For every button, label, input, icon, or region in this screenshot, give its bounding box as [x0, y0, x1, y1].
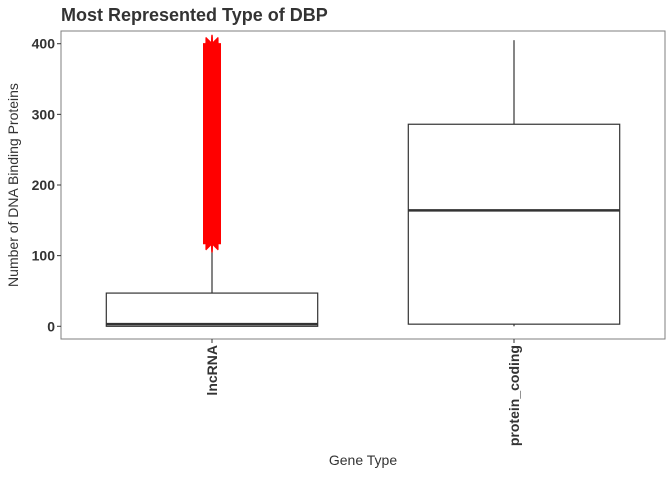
box-lncRNA — [105, 34, 319, 327]
y-axis-title: Number of DNA Binding Proteins — [5, 83, 21, 287]
y-tick-label: 200 — [32, 177, 56, 193]
y-tick-label: 300 — [32, 106, 56, 122]
y-tick-label: 400 — [32, 36, 56, 52]
y-tick-label: 100 — [32, 248, 56, 264]
y-axis: 0 100 200 300 400 — [32, 36, 61, 334]
x-tick-label: lncRNA — [204, 345, 220, 396]
iqr-box — [105, 292, 319, 327]
boxplots — [105, 34, 621, 327]
x-axis: lncRNA protein_coding — [204, 339, 522, 446]
x-axis-title: Gene Type — [329, 452, 397, 468]
x-tick-label: protein_coding — [506, 345, 522, 446]
iqr-box — [407, 123, 621, 325]
outliers — [203, 34, 221, 253]
y-tick-label: 0 — [47, 318, 55, 334]
outlier-point — [203, 34, 221, 53]
chart-title: Most Represented Type of DBP — [61, 5, 328, 25]
box-protein_coding — [407, 40, 621, 327]
